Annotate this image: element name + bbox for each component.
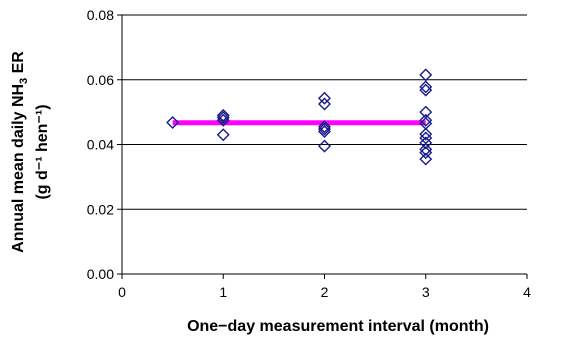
data-point-5 [318, 91, 331, 105]
gridlines [122, 14, 527, 210]
data-point-4 [216, 128, 230, 142]
x-tick-label-0: 0 [118, 284, 126, 300]
y-tick-label-4: 0.08 [87, 7, 114, 23]
y-axis-title-line1: Annual mean daily NH3 ER [10, 51, 30, 253]
data-point-13 [419, 83, 433, 97]
y-tick-label-0: 0.00 [87, 266, 114, 282]
data-point-3 [216, 113, 230, 127]
y-axis-title-main: Annual mean daily NH [10, 84, 27, 253]
y-axis-title-line2: (g d⁻¹ hen⁻¹) [34, 104, 51, 199]
y-tick-label-2: 0.04 [87, 137, 114, 153]
axes [117, 14, 528, 279]
data-point-2 [216, 111, 230, 125]
x-tick-label-4: 4 [523, 284, 531, 300]
y-tick-label-3: 0.06 [87, 72, 114, 88]
data-point-1 [216, 108, 230, 122]
data-point-15 [419, 113, 433, 127]
data-point-12 [419, 80, 433, 94]
data-point-22 [419, 152, 433, 166]
data-point-20 [419, 142, 433, 156]
data-point-21 [419, 146, 433, 160]
y-axis-title-subscript: 3 [18, 78, 30, 84]
data-point-11 [419, 68, 433, 82]
x-tick-label-2: 2 [321, 284, 329, 300]
tick-labels: 0.00 0.02 0.04 0.06 0.08 0 1 2 3 4 [87, 7, 531, 300]
data-point-7 [318, 120, 331, 134]
data-marks [166, 68, 433, 166]
data-point-6 [318, 97, 331, 111]
data-point-10 [318, 139, 331, 153]
y-axis-title-end: ER [10, 51, 27, 78]
x-tick-label-1: 1 [219, 284, 227, 300]
x-axis-title: One−day measurement interval (month) [187, 318, 489, 335]
data-point-9 [318, 125, 331, 139]
data-point-14 [419, 105, 433, 119]
data-point-8 [318, 122, 331, 136]
y-tick-label-1: 0.02 [87, 201, 114, 217]
data-point-17 [419, 127, 433, 141]
x-tick-label-3: 3 [422, 284, 430, 300]
data-point-19 [419, 136, 433, 150]
data-point-0 [166, 115, 180, 129]
